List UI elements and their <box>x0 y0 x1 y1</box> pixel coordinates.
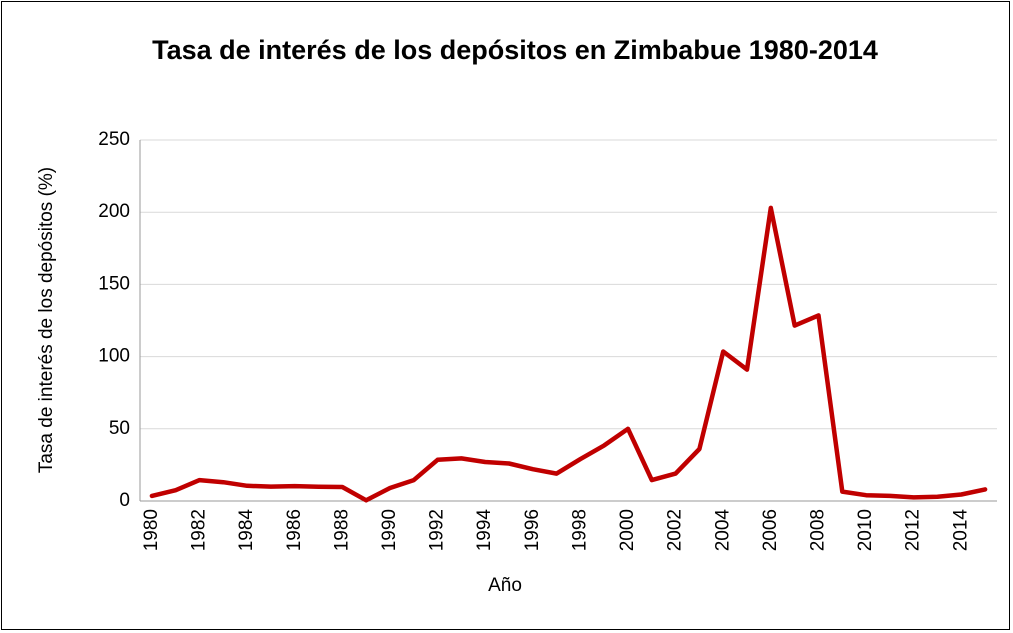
x-tick-label: 1992 <box>427 509 448 551</box>
x-tick-label: 1984 <box>236 509 257 552</box>
x-tick-label: 1996 <box>522 509 543 551</box>
y-tick-label: 150 <box>98 273 130 294</box>
x-tick-label: 2000 <box>617 509 638 551</box>
y-tick-label: 50 <box>109 418 130 439</box>
x-tick-label: 2004 <box>712 509 733 552</box>
y-tick-label: 0 <box>119 490 130 511</box>
x-tick-label: 1998 <box>569 509 590 551</box>
x-tick-label: 1980 <box>141 509 162 551</box>
x-tick-label: 2012 <box>903 509 924 551</box>
x-tick-label: 2008 <box>807 509 828 551</box>
x-tick-label: 2014 <box>950 509 971 552</box>
y-tick-label: 100 <box>98 346 130 367</box>
x-tick-label: 1990 <box>379 509 400 551</box>
x-tick-label: 1986 <box>284 509 305 551</box>
x-tick-label: 1988 <box>331 509 352 551</box>
x-tick-label: 2002 <box>665 509 686 551</box>
x-tick-label: 1994 <box>474 509 495 552</box>
x-axis-title: Año <box>488 575 522 596</box>
chart-title: Tasa de interés de los depósitos en Zimb… <box>152 35 878 65</box>
data-line <box>149 205 988 503</box>
y-tick-label: 250 <box>98 129 130 150</box>
x-tick-label: 1982 <box>189 509 210 551</box>
x-tick-label: 2006 <box>760 509 781 551</box>
y-axis-title: Tasa de interés de los depósitos (%) <box>36 167 57 473</box>
y-tick-label: 200 <box>98 201 130 222</box>
x-tick-label: 2010 <box>855 509 876 551</box>
